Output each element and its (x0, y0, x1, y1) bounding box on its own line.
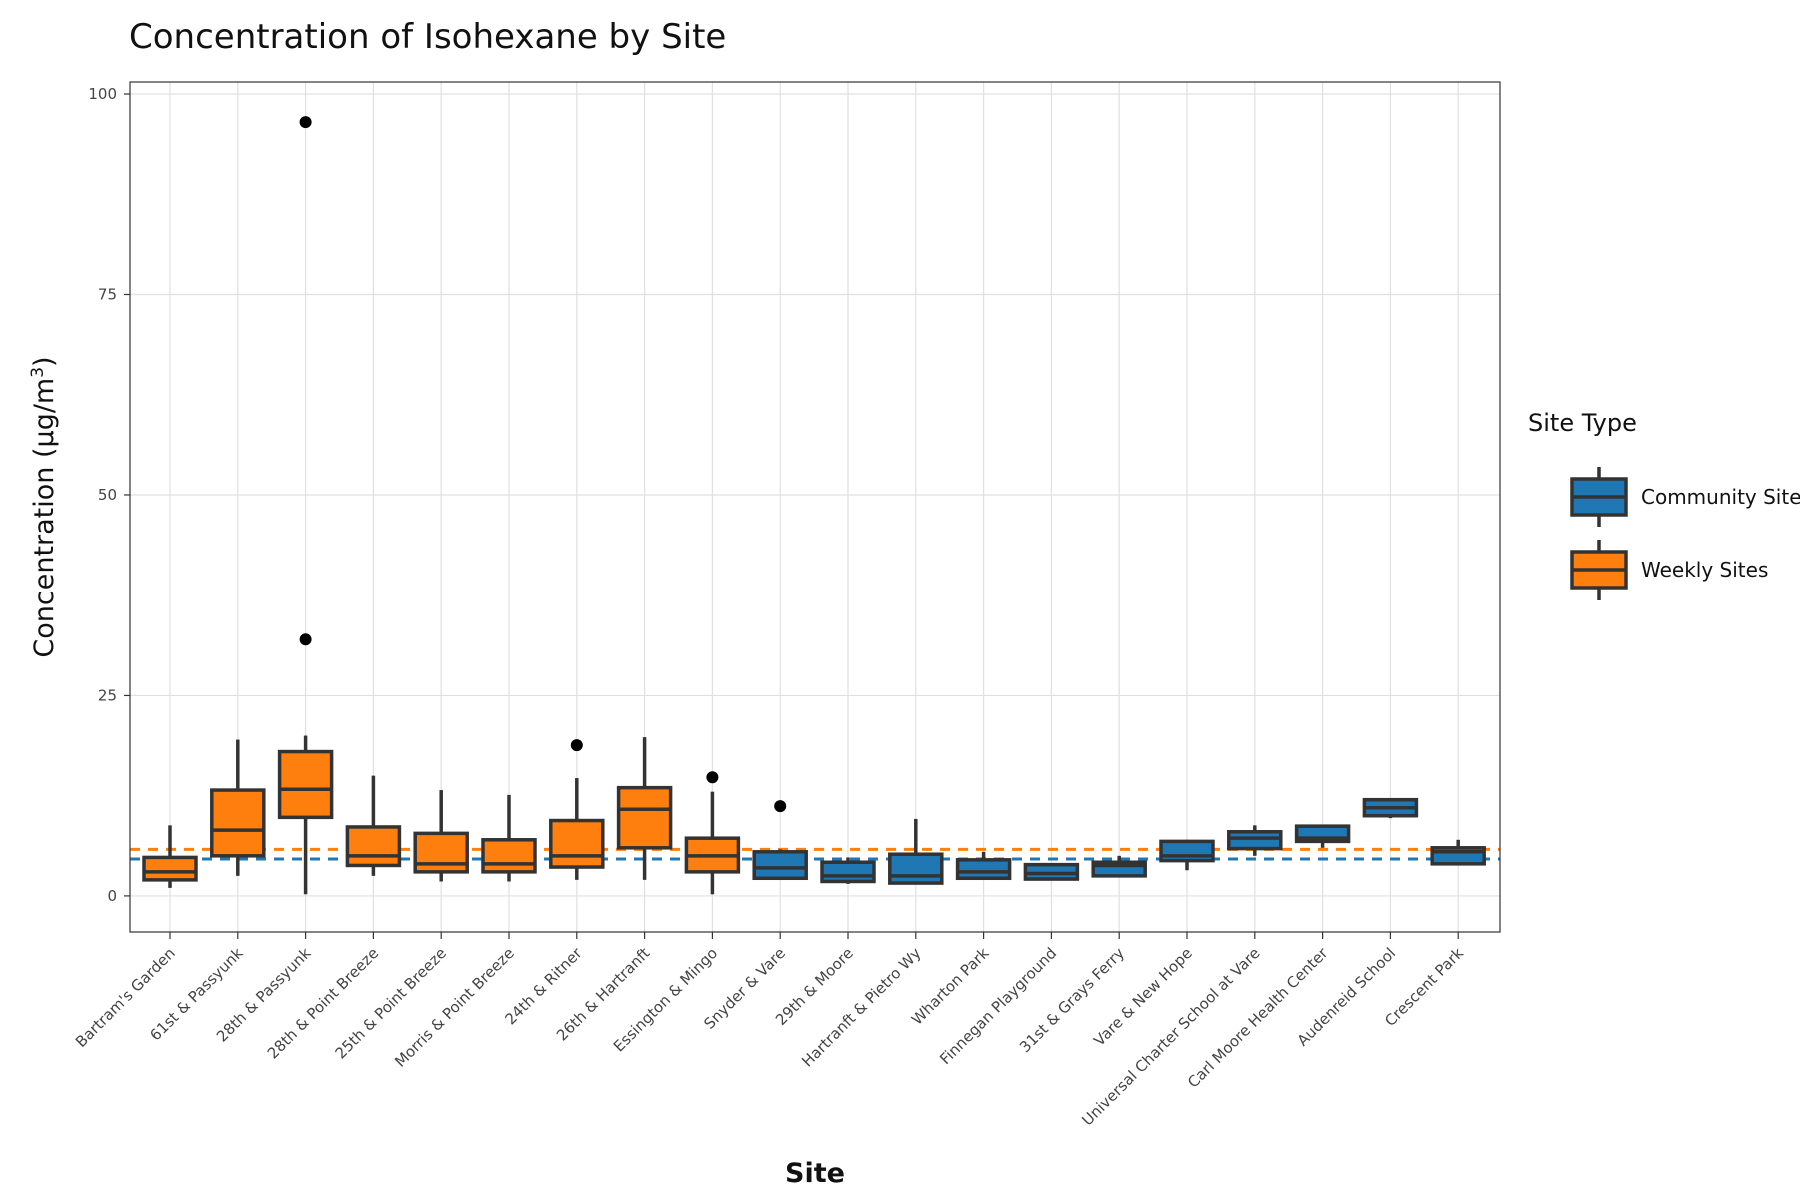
box-body (752, 850, 808, 881)
outlier-point (299, 116, 312, 129)
chart-title: Concentration of Isohexane by Site (129, 17, 726, 57)
y-axis-ticks: 0 25 50 75 100 (88, 85, 130, 905)
box-body (413, 831, 469, 874)
box-11 (888, 818, 944, 885)
box-body (210, 788, 266, 858)
box-body (616, 785, 673, 850)
x-axis-title: Site (785, 1158, 845, 1189)
box-13 (1023, 862, 1080, 881)
box-2 (277, 116, 334, 895)
box-19 (1430, 839, 1486, 866)
outlier-point (774, 800, 787, 813)
box-body (142, 855, 198, 882)
outlier-point (299, 633, 312, 646)
box-1 (210, 739, 266, 876)
y-tick-label: 50 (98, 486, 117, 504)
legend-label: Weekly Sites (1641, 558, 1768, 582)
legend-entries: Community Sites Weekly Sites (1570, 467, 1800, 600)
box-body (345, 825, 402, 868)
box-body (277, 749, 334, 820)
legend-entry: Community Sites (1570, 467, 1800, 527)
box-17 (1294, 824, 1351, 848)
box-body (1159, 839, 1215, 863)
box-12 (955, 851, 1012, 881)
box-body (549, 818, 605, 869)
box-7 (616, 737, 673, 880)
box-3 (345, 775, 402, 876)
plot-panel (130, 82, 1500, 932)
box-series (142, 116, 1486, 895)
y-tick-label: 0 (107, 887, 117, 905)
y-axis-title: Concentration (µg/m3) (28, 356, 60, 657)
legend-entry: Weekly Sites (1570, 540, 1768, 600)
box-16 (1227, 825, 1283, 856)
y-tick-label: 75 (98, 286, 117, 304)
box-6 (549, 739, 605, 880)
outlier-point (570, 739, 583, 752)
y-tick-label: 25 (98, 686, 117, 704)
box-body (955, 858, 1012, 881)
box-5 (481, 794, 537, 882)
y-tick-label: 100 (88, 85, 117, 103)
box-10 (820, 857, 876, 884)
legend: Site Type Community Sites Weekly Sites (1528, 409, 1800, 600)
box-8 (684, 771, 741, 895)
outlier-point (706, 771, 719, 784)
box-body (481, 838, 537, 874)
box-body (820, 860, 876, 884)
box-18 (1362, 797, 1419, 819)
box-body (1227, 830, 1283, 851)
box-9 (752, 800, 808, 881)
legend-title: Site Type (1528, 409, 1637, 437)
box-0 (142, 825, 198, 888)
plot-border (129, 81, 1501, 933)
box-14 (1091, 855, 1147, 878)
legend-label: Community Sites (1641, 485, 1800, 509)
box-4 (413, 790, 469, 882)
box-15 (1159, 839, 1215, 871)
box-body (888, 852, 944, 885)
